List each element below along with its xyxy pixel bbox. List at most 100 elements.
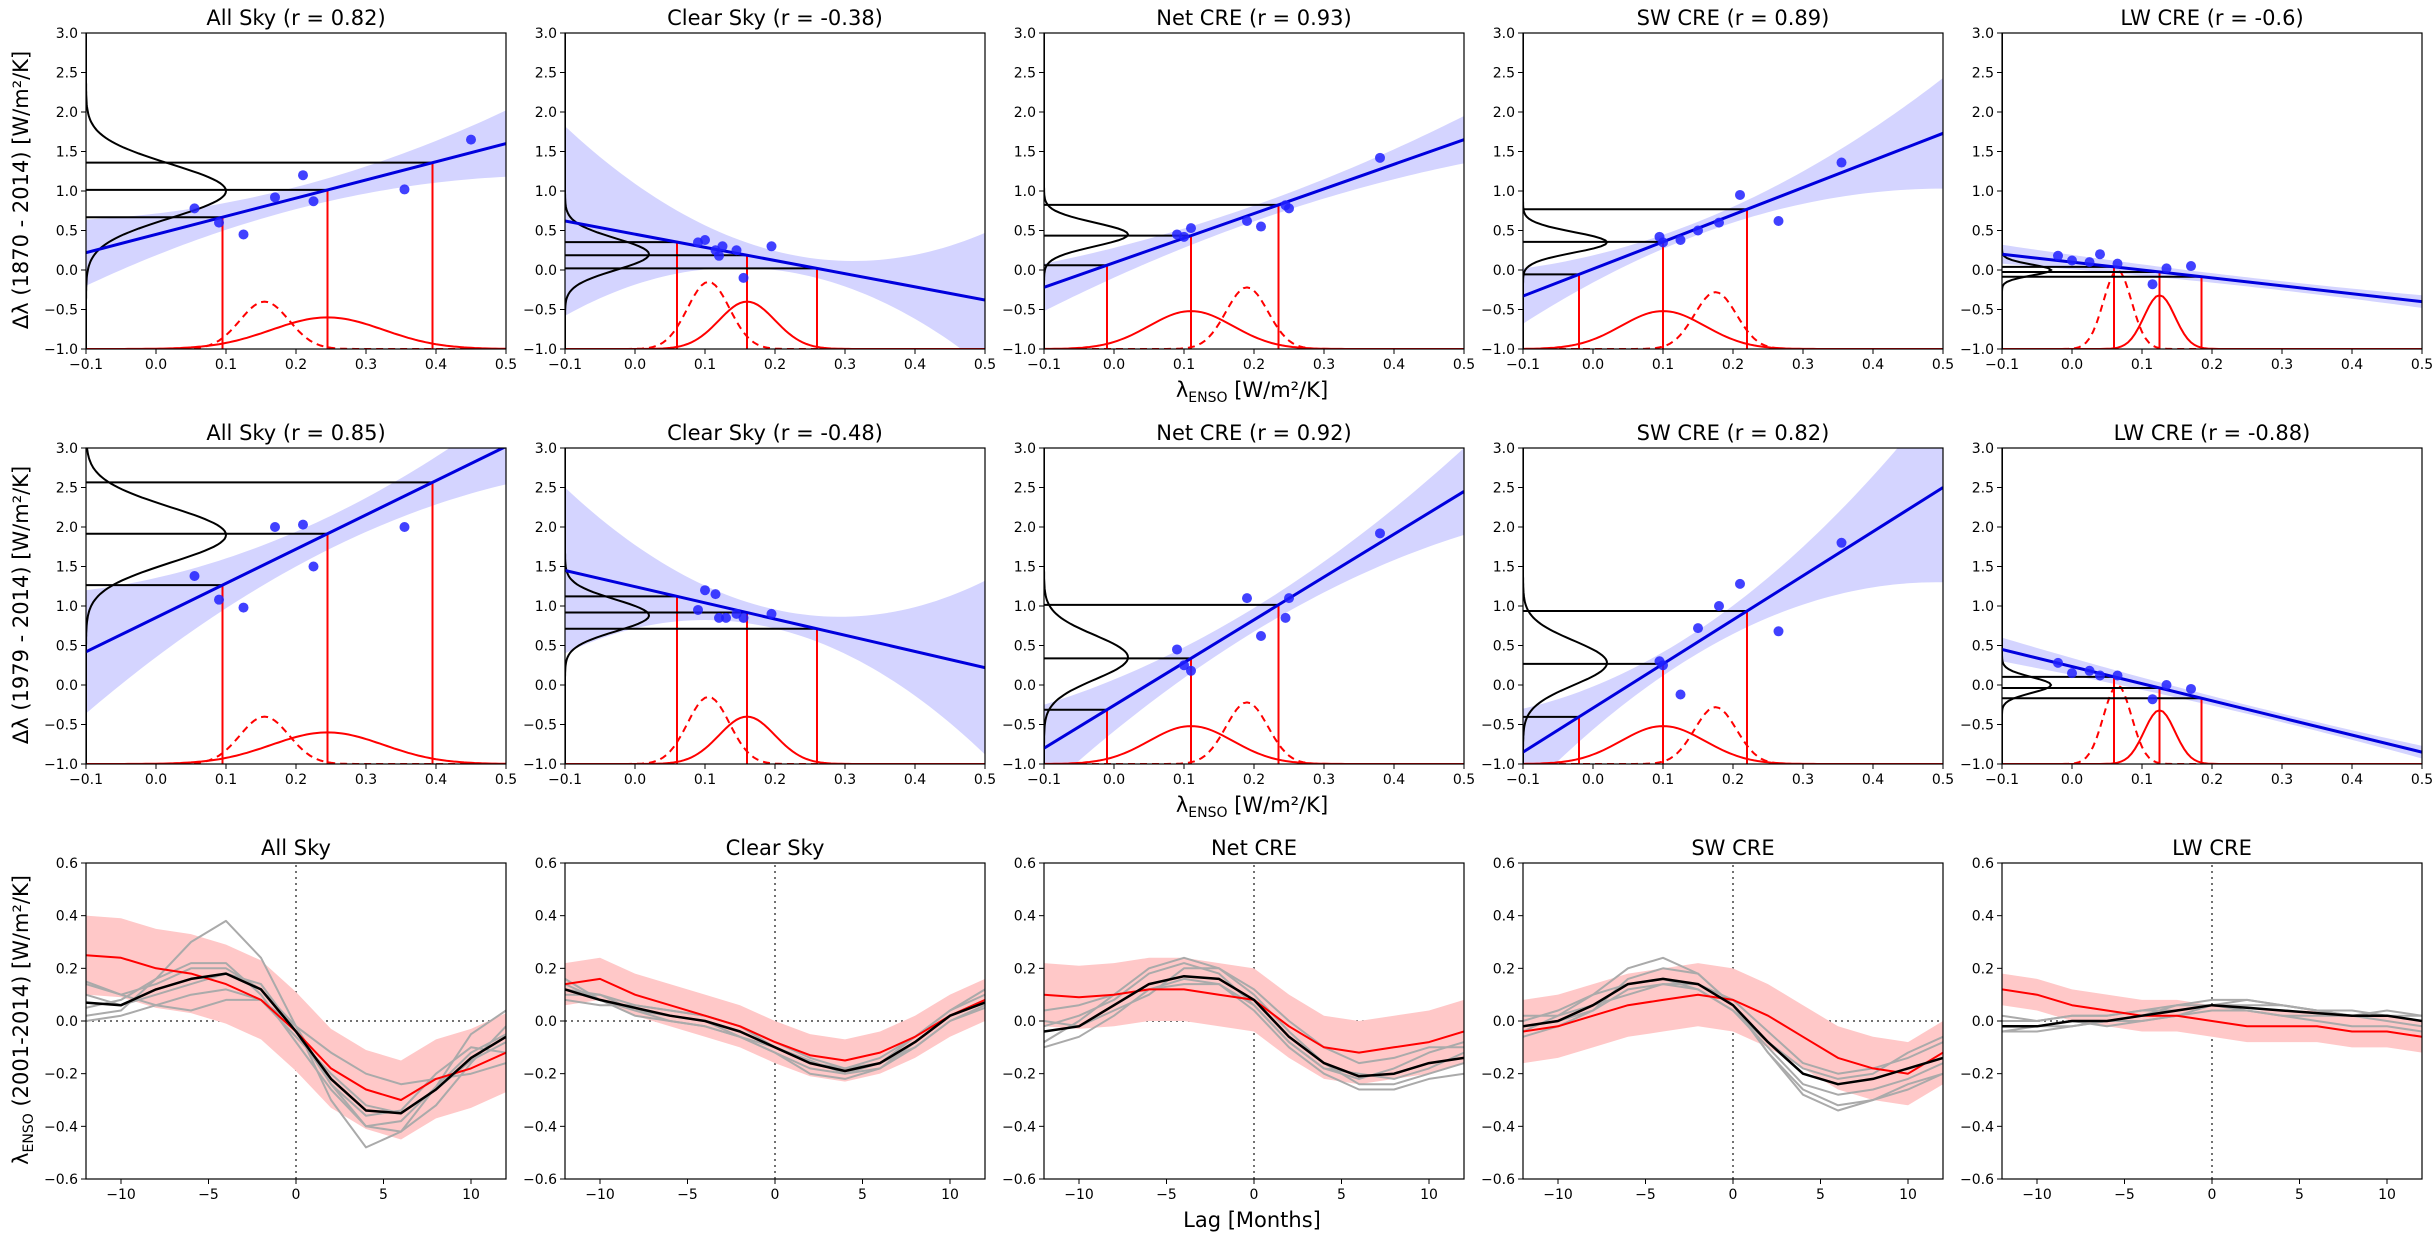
y-tick-label: −0.5 xyxy=(1002,718,1036,734)
axes-frame xyxy=(2001,862,2423,1180)
x-tick-label: 0.3 xyxy=(1313,357,1335,373)
y-tick-label: 0.2 xyxy=(56,961,78,977)
x-tick-label: 0 xyxy=(771,1187,780,1203)
y-tick-label: 0.0 xyxy=(1972,1014,1994,1030)
data-point-2 xyxy=(710,589,721,600)
y-tick-label: −0.2 xyxy=(1960,1067,1994,1083)
x-tick-label: 10 xyxy=(941,1187,959,1203)
data-point-1 xyxy=(1179,660,1189,671)
obs-pdf-solid xyxy=(565,300,985,349)
data-point-2 xyxy=(1186,665,1196,676)
axes-frame xyxy=(564,32,986,350)
marginal-pdf xyxy=(86,448,228,764)
y-tick-label: −0.6 xyxy=(1481,1172,1515,1188)
regression-line xyxy=(1044,138,1464,289)
axes-frame xyxy=(1522,447,1944,765)
ensemble-mean-line xyxy=(2002,1003,2422,1028)
panel-title: All Sky (r = 0.82) xyxy=(206,6,385,30)
x-tick-label: 0.5 xyxy=(1453,772,1475,788)
panel-title: SW CRE (r = 0.82) xyxy=(1637,421,1830,445)
data-point-1 xyxy=(700,585,710,596)
y-tick-label: 1.5 xyxy=(56,560,78,576)
x-tick-label: 0.5 xyxy=(2411,772,2433,788)
x-tick-label: 0.4 xyxy=(425,357,447,373)
y-tick-label: 0.5 xyxy=(1014,639,1036,655)
y-tick-label: −0.5 xyxy=(1960,718,1994,734)
panel-1-1: −0.1 0.0 0.1 0.2 0.3 0.4 0.5 −1.0 −0.5 0.0 0.5 1.0 1… xyxy=(44,6,517,373)
data-point-7 xyxy=(2186,261,2196,272)
data-point-6 xyxy=(399,522,410,532)
y-tick-label: 1.0 xyxy=(1493,599,1515,615)
x-tick-label: 0.4 xyxy=(904,357,926,373)
panel-1-3: −0.1 0.0 0.1 0.2 0.3 0.4 0.5 −1.0 −0.5 0.0 0.5 1.0 1… xyxy=(1002,6,1475,373)
y-tick-label: 2.5 xyxy=(56,66,78,82)
x-tick-label: 0.5 xyxy=(495,357,517,373)
data-point-6 xyxy=(1773,216,1784,227)
x-tick-label: 0.2 xyxy=(1722,357,1744,373)
x-tick-label: 10 xyxy=(1420,1187,1438,1203)
plot-area xyxy=(1523,863,1943,1179)
x-tick-label: 0.3 xyxy=(355,357,377,373)
data-point-1 xyxy=(1179,231,1189,242)
panel-1-2: −0.1 0.0 0.1 0.2 0.3 0.4 0.5 −1.0 −0.5 0.0 0.5 1.0 1… xyxy=(523,6,996,373)
data-point-0 xyxy=(693,604,703,615)
obs-pdf-solid xyxy=(86,316,506,349)
x-tick-label: 0.5 xyxy=(495,772,517,788)
y-tick-label: −0.6 xyxy=(44,1172,78,1188)
data-point-3 xyxy=(2095,670,2105,681)
ensemble-mean-line xyxy=(1044,974,1464,1078)
x-tick-label: 10 xyxy=(2378,1187,2396,1203)
y-tick-label: −0.6 xyxy=(1960,1172,1994,1188)
regression-line xyxy=(86,448,506,654)
x-tick-label: 0.3 xyxy=(834,357,856,373)
data-point-3 xyxy=(1693,623,1703,634)
data-point-0 xyxy=(2053,657,2063,668)
y-tick-label: 0.6 xyxy=(56,856,78,872)
x-tick-label: 0.1 xyxy=(1173,357,1195,373)
y-tick-label: −0.2 xyxy=(44,1067,78,1083)
x-tick-label: 0.3 xyxy=(1792,772,1814,788)
x-tick-label: 0.2 xyxy=(1243,772,1265,788)
y-tick-label: −0.4 xyxy=(44,1119,78,1135)
xlabel-row2: λENSO [W/m²/K] xyxy=(1176,793,1328,821)
data-point-4 xyxy=(298,519,308,530)
marginal-pdf xyxy=(2002,448,2053,764)
axes-frame xyxy=(85,32,507,350)
x-tick-label: 0.3 xyxy=(2271,357,2293,373)
x-tick-label: 0.5 xyxy=(2411,357,2433,373)
y-tick-label: −0.5 xyxy=(1481,718,1515,734)
data-point-4 xyxy=(2112,670,2123,681)
x-tick-label: 0.0 xyxy=(1103,772,1125,788)
y-tick-label: 2.0 xyxy=(1014,105,1036,121)
y-tick-label: −0.5 xyxy=(1481,303,1515,319)
y-tick-label: 3.0 xyxy=(56,26,78,42)
y-tick-label: 0.0 xyxy=(1014,263,1036,279)
y-tick-label: 1.5 xyxy=(1493,145,1515,161)
y-tick-label: 0.2 xyxy=(1014,961,1036,977)
data-point-6 xyxy=(1284,593,1294,604)
x-tick-label: 5 xyxy=(1816,1187,1825,1203)
x-tick-label: 0.4 xyxy=(2341,772,2363,788)
y-tick-label: 0.0 xyxy=(535,1014,557,1030)
x-tick-label: −10 xyxy=(1064,1187,1094,1203)
y-tick-label: 0.5 xyxy=(1972,224,1994,240)
x-tick-label: 0.1 xyxy=(2131,772,2153,788)
panel-title: Clear Sky (r = -0.48) xyxy=(667,421,883,445)
x-tick-label: 0.2 xyxy=(1243,357,1265,373)
obs-uncertainty-band xyxy=(2002,973,2422,1053)
x-tick-label: 0.1 xyxy=(215,772,237,788)
regression-line xyxy=(1044,490,1464,750)
data-point-3 xyxy=(714,612,724,623)
y-tick-label: 1.5 xyxy=(1014,145,1036,161)
plot-area xyxy=(565,33,985,349)
plot-area xyxy=(86,448,506,764)
regression-line xyxy=(565,219,985,302)
y-tick-label: 0.0 xyxy=(56,678,78,694)
x-tick-label: −0.1 xyxy=(548,357,582,373)
panel-title: All Sky (r = 0.85) xyxy=(206,421,385,445)
x-tick-label: 0.2 xyxy=(764,357,786,373)
x-tick-label: −0.1 xyxy=(1027,357,1061,373)
ylabel-row3: λENSO (2001-2014) [W/m²/K] xyxy=(9,875,37,1165)
x-tick-label: 0.3 xyxy=(834,772,856,788)
y-tick-label: 2.5 xyxy=(1493,481,1515,497)
